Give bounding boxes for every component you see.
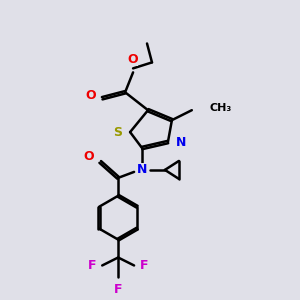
Text: O: O (128, 53, 138, 66)
Text: F: F (88, 259, 97, 272)
Text: N: N (176, 136, 186, 148)
Text: CH₃: CH₃ (210, 103, 232, 113)
Text: F: F (114, 283, 122, 296)
Text: O: O (85, 89, 96, 102)
Text: S: S (113, 126, 122, 139)
Text: F: F (140, 259, 148, 272)
Text: O: O (83, 151, 94, 164)
Text: N: N (137, 164, 147, 176)
